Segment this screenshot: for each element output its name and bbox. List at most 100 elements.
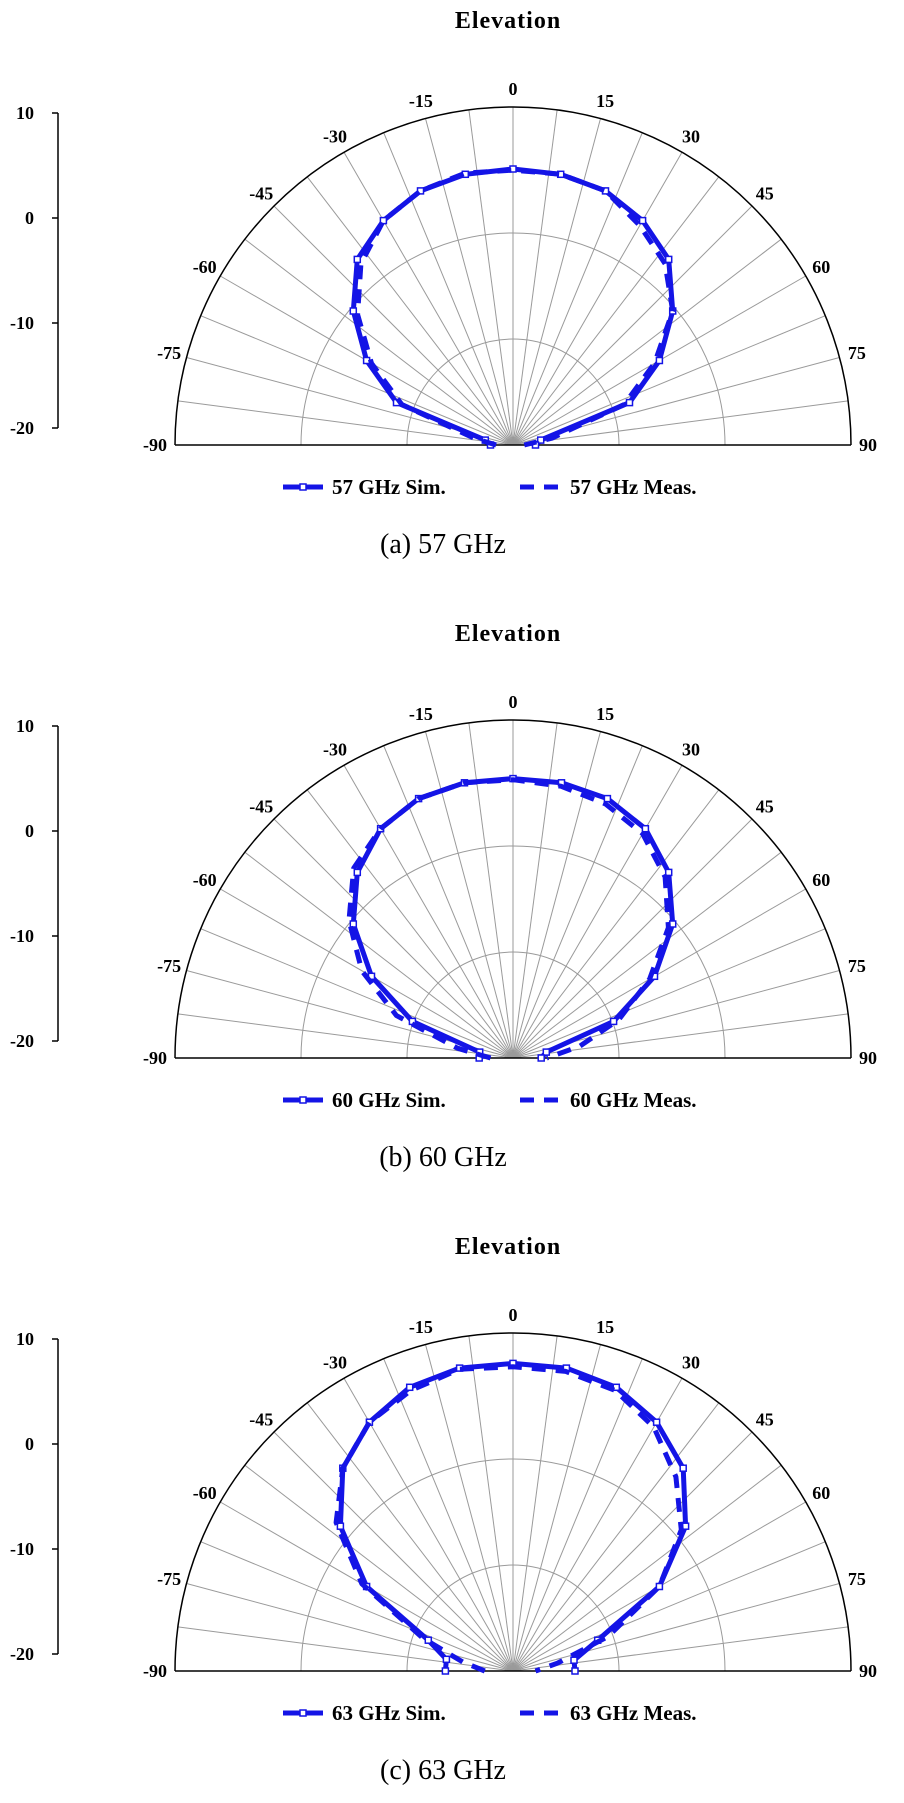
- grid-spoke: [273, 1431, 514, 1672]
- radial-tick-label: 0: [25, 821, 34, 841]
- angle-tick-label: 75: [848, 1569, 866, 1589]
- legend-marker-sim: [299, 1709, 307, 1717]
- grid-spoke: [512, 745, 643, 1059]
- grid-spoke: [425, 731, 514, 1059]
- grid-spoke: [425, 1344, 514, 1672]
- polar-chart-a: Elevation -90 -75 -60 -45 -30 -15 0 15 30 45 60 75 90…: [10, 8, 877, 560]
- legend-marker-sim: [299, 483, 307, 491]
- angle-tick-label: -90: [143, 1048, 167, 1068]
- angle-tick-label: -60: [193, 1483, 217, 1503]
- angle-tick-label: -60: [193, 870, 217, 890]
- legend-label-sim: 57 GHz Sim.: [332, 475, 446, 499]
- data-point: [536, 436, 545, 444]
- angle-tick-label: -90: [143, 435, 167, 455]
- grid-spoke: [468, 109, 514, 446]
- data-point: [625, 398, 634, 407]
- data-point: [571, 1667, 579, 1675]
- panel-caption: (b) 60 GHz: [379, 1142, 507, 1173]
- grid-spoke: [512, 118, 601, 446]
- grid-spoke: [468, 1335, 514, 1672]
- grid-spoke: [512, 1344, 601, 1672]
- radial-tick-label: 10: [16, 103, 34, 123]
- data-point: [603, 794, 612, 803]
- angle-tick-label: 90: [859, 435, 877, 455]
- grid-spoke: [512, 928, 826, 1059]
- grid-spoke: [512, 132, 643, 446]
- grid-spoke: [177, 1626, 514, 1672]
- angle-tick-label: 45: [756, 796, 774, 816]
- grid-spoke: [512, 152, 683, 446]
- grid-spoke: [512, 851, 782, 1059]
- data-point: [349, 920, 358, 928]
- angle-tick-label: -30: [323, 1353, 347, 1373]
- grid-spoke: [468, 722, 514, 1059]
- angle-tick-label: 0: [509, 79, 518, 99]
- angle-tick-label: 45: [756, 1409, 774, 1429]
- data-point: [652, 1418, 661, 1426]
- series-line-meas: [333, 1364, 684, 1674]
- chart-title: Elevation: [455, 621, 561, 647]
- series-line-meas: [346, 777, 671, 1061]
- angle-tick-label: -75: [157, 1569, 181, 1589]
- grid-spoke: [512, 205, 753, 446]
- grid-spoke: [512, 1583, 840, 1672]
- radial-tick-label: 0: [25, 1434, 34, 1454]
- angle-tick-label: 45: [756, 183, 774, 203]
- grid-spoke: [306, 1402, 514, 1672]
- angle-tick-label: -30: [323, 127, 347, 147]
- grid-spoke: [512, 400, 849, 446]
- data-point: [442, 1655, 451, 1664]
- grid-spoke: [273, 205, 514, 446]
- grid-spoke: [177, 400, 514, 446]
- angle-tick-label: 60: [812, 870, 830, 890]
- angle-tick-label: 0: [509, 1305, 518, 1325]
- radial-tick-label: -20: [10, 1031, 34, 1051]
- radial-tick-label: -10: [10, 1539, 34, 1559]
- angle-tick-label: 30: [682, 740, 700, 760]
- data-point: [424, 1636, 433, 1644]
- grid-spoke: [186, 1583, 514, 1672]
- data-point: [353, 868, 362, 877]
- grid-spoke: [512, 238, 782, 446]
- grid-spoke: [200, 1541, 514, 1672]
- angle-tick-label: 75: [848, 956, 866, 976]
- series-line-meas: [355, 167, 676, 448]
- grid-spoke: [512, 789, 720, 1059]
- data-point: [641, 824, 650, 833]
- grid-spoke: [512, 1541, 826, 1672]
- grid-spoke: [512, 888, 806, 1059]
- grid-spoke: [512, 1402, 720, 1672]
- angle-tick-label: -45: [249, 183, 273, 203]
- panel-caption: (a) 57 GHz: [380, 529, 506, 560]
- data-point: [537, 1054, 545, 1062]
- outer-arc: [174, 1332, 852, 1672]
- radial-tick-label: 10: [16, 1329, 34, 1349]
- grid-spoke: [512, 1626, 849, 1672]
- data-point: [655, 356, 664, 365]
- angle-tick-label: 0: [509, 692, 518, 712]
- polar-chart-b: Elevation -90 -75 -60 -45 -30 -15 0 15 30 45 60 75 90…: [10, 621, 877, 1173]
- angle-tick-label: -30: [323, 740, 347, 760]
- data-point: [336, 1522, 345, 1530]
- data-point: [655, 1582, 664, 1591]
- chart-title: Elevation: [455, 1234, 561, 1260]
- angle-tick-label: -15: [409, 91, 433, 111]
- radial-tick-label: -10: [10, 926, 34, 946]
- grid-spoke: [343, 765, 514, 1059]
- angle-tick-label: 60: [812, 1483, 830, 1503]
- data-point: [679, 1464, 687, 1472]
- grid-spoke: [383, 1358, 514, 1672]
- grid-spoke: [425, 118, 514, 446]
- legend-label-sim: 60 GHz Sim.: [332, 1088, 446, 1112]
- grid-spoke: [383, 132, 514, 446]
- angle-tick-label: 15: [596, 91, 614, 111]
- grid-spoke: [244, 1464, 514, 1672]
- grid-spoke: [512, 765, 683, 1059]
- chart-title: Elevation: [455, 8, 561, 34]
- polar-chart-c: Elevation -90 -75 -60 -45 -30 -15 0 15 30 45 60 75 90…: [10, 1234, 877, 1786]
- grid-spoke: [343, 1378, 514, 1672]
- radial-tick-label: -20: [10, 418, 34, 438]
- data-point: [570, 1656, 578, 1664]
- data-point: [405, 1383, 414, 1392]
